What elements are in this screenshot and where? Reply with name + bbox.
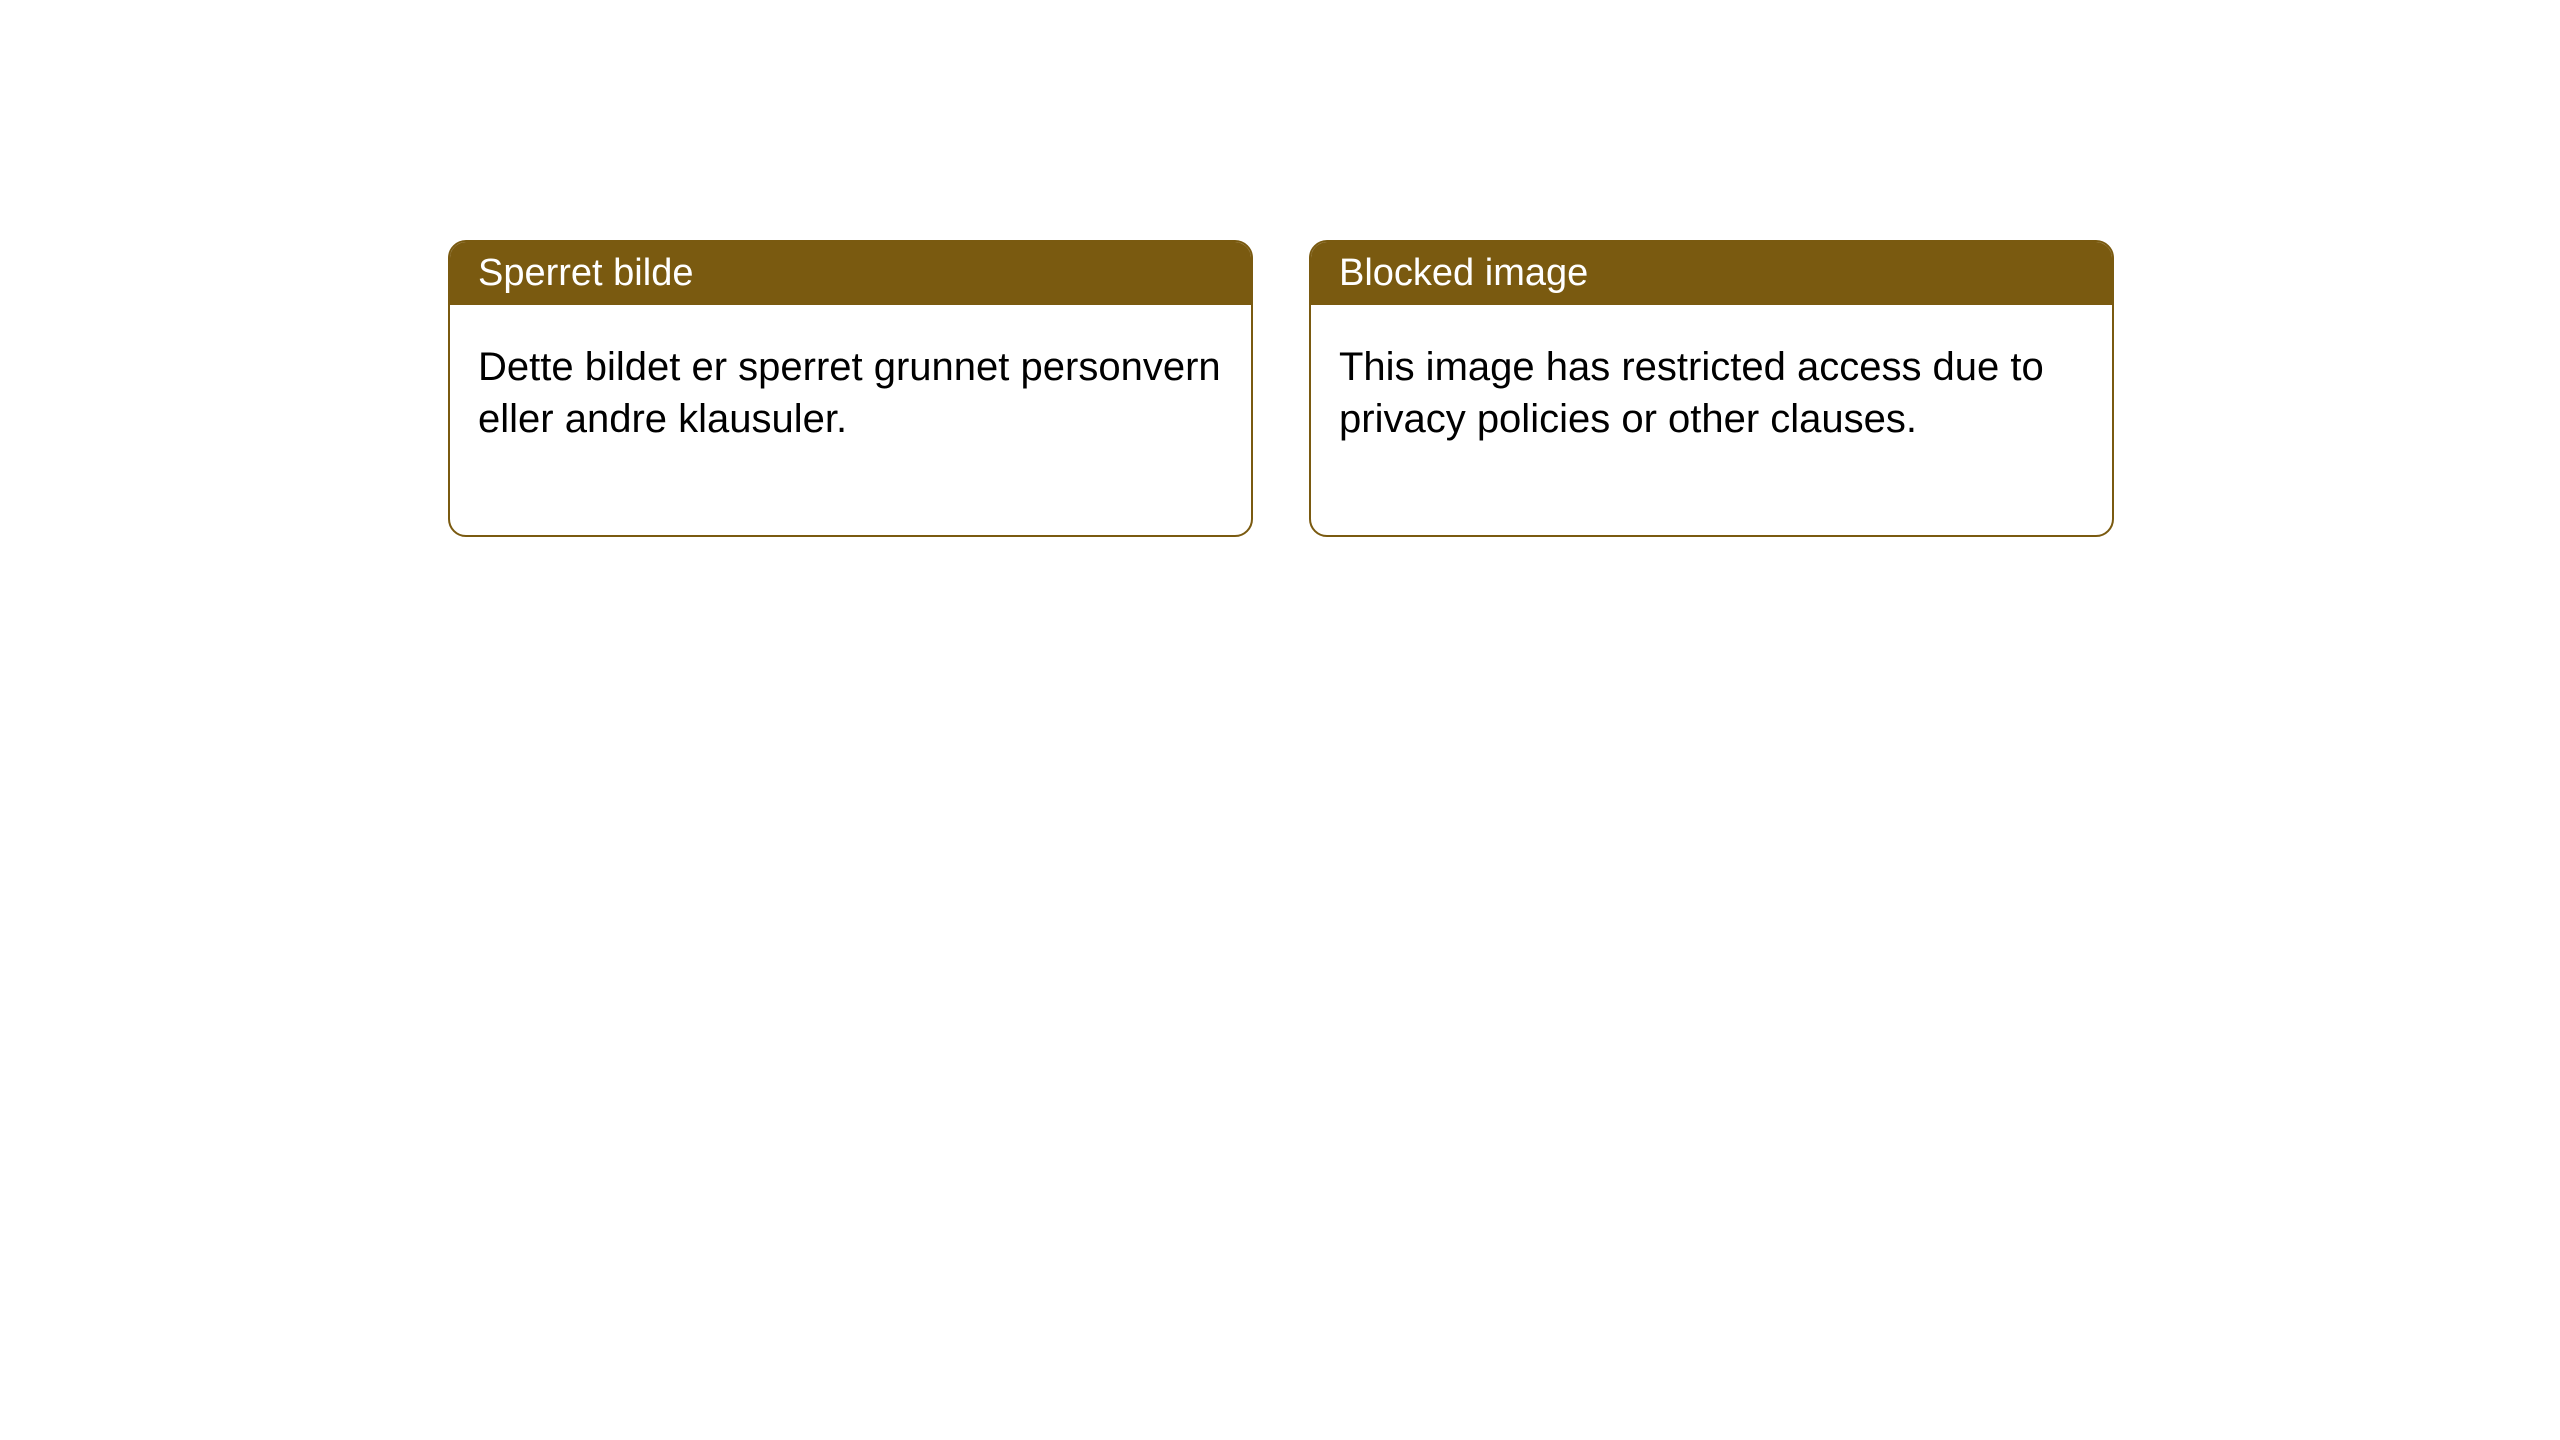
card-body-text: This image has restricted access due to … bbox=[1339, 345, 2044, 441]
notice-cards-container: Sperret bilde Dette bildet er sperret gr… bbox=[448, 240, 2114, 537]
card-header: Blocked image bbox=[1311, 242, 2112, 305]
card-body: This image has restricted access due to … bbox=[1311, 305, 2112, 535]
card-body: Dette bildet er sperret grunnet personve… bbox=[450, 305, 1251, 535]
card-body-text: Dette bildet er sperret grunnet personve… bbox=[478, 345, 1221, 441]
card-title: Sperret bilde bbox=[478, 252, 693, 294]
card-title: Blocked image bbox=[1339, 252, 1588, 294]
card-header: Sperret bilde bbox=[450, 242, 1251, 305]
notice-card-english: Blocked image This image has restricted … bbox=[1309, 240, 2114, 537]
notice-card-norwegian: Sperret bilde Dette bildet er sperret gr… bbox=[448, 240, 1253, 537]
